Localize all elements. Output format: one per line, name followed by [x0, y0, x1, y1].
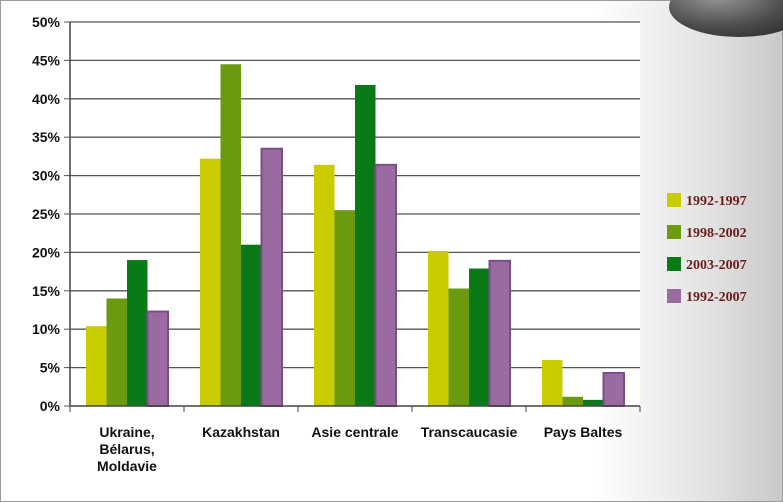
bar-1998-2002: [448, 288, 469, 406]
y-tick-label: 45%: [32, 52, 61, 68]
bar-1992-1997: [86, 326, 107, 406]
x-category-label: Transcaucasie: [421, 424, 518, 440]
bar-1992-1997: [200, 158, 221, 406]
y-tick-label: 25%: [32, 206, 61, 222]
bar-1992-2007: [260, 147, 283, 407]
legend-label-1998-2002: 1998-2002: [686, 226, 747, 241]
bar-1998-2002: [334, 210, 355, 406]
y-tick-label: 10%: [32, 321, 61, 337]
bar-1992-1997: [428, 250, 449, 406]
bar-2003-2007: [469, 268, 490, 406]
x-category-label: Ukraine,: [99, 424, 154, 440]
bar-1992-2007: [146, 310, 169, 408]
legend-swatch-2003-2007: [667, 257, 681, 271]
legend-swatch-1998-2002: [667, 225, 681, 239]
x-category-label: Kazakhstan: [202, 424, 280, 440]
y-tick-label: 5%: [40, 360, 61, 376]
x-category-label: Asie centrale: [311, 424, 398, 440]
bar-2003-2007: [583, 399, 604, 406]
bar-1992-1997: [314, 164, 335, 406]
bar-1998-2002: [106, 298, 127, 406]
y-tick-label: 0%: [40, 398, 61, 414]
bar-2003-2007: [127, 260, 148, 406]
bar-1998-2002: [562, 396, 583, 406]
bar-1992-2007: [374, 163, 397, 407]
x-category-label: Bélarus,: [99, 441, 154, 457]
x-category-label: Moldavie: [97, 458, 157, 474]
y-tick-label: 50%: [32, 14, 61, 30]
y-tick-label: 30%: [32, 168, 61, 184]
bar-1992-1997: [542, 359, 563, 406]
x-category-label: Pays Baltes: [544, 424, 623, 440]
y-tick-label: 15%: [32, 283, 61, 299]
legend-swatch-1992-2007: [667, 289, 681, 303]
bar-2003-2007: [241, 244, 262, 406]
legend-label-1992-2007: 1992-2007: [686, 290, 747, 305]
y-tick-label: 35%: [32, 129, 61, 145]
legend-swatch-1992-1997: [667, 193, 681, 207]
bar-1992-2007: [488, 259, 511, 407]
y-tick-label: 20%: [32, 244, 61, 260]
bar-1992-2007: [602, 371, 625, 408]
legend-label-2003-2007: 2003-2007: [686, 258, 747, 273]
bar-1998-2002: [220, 64, 241, 407]
bar-2003-2007: [355, 84, 376, 406]
legend-label-1992-1997: 1992-1997: [686, 194, 747, 209]
y-tick-label: 40%: [32, 91, 61, 107]
